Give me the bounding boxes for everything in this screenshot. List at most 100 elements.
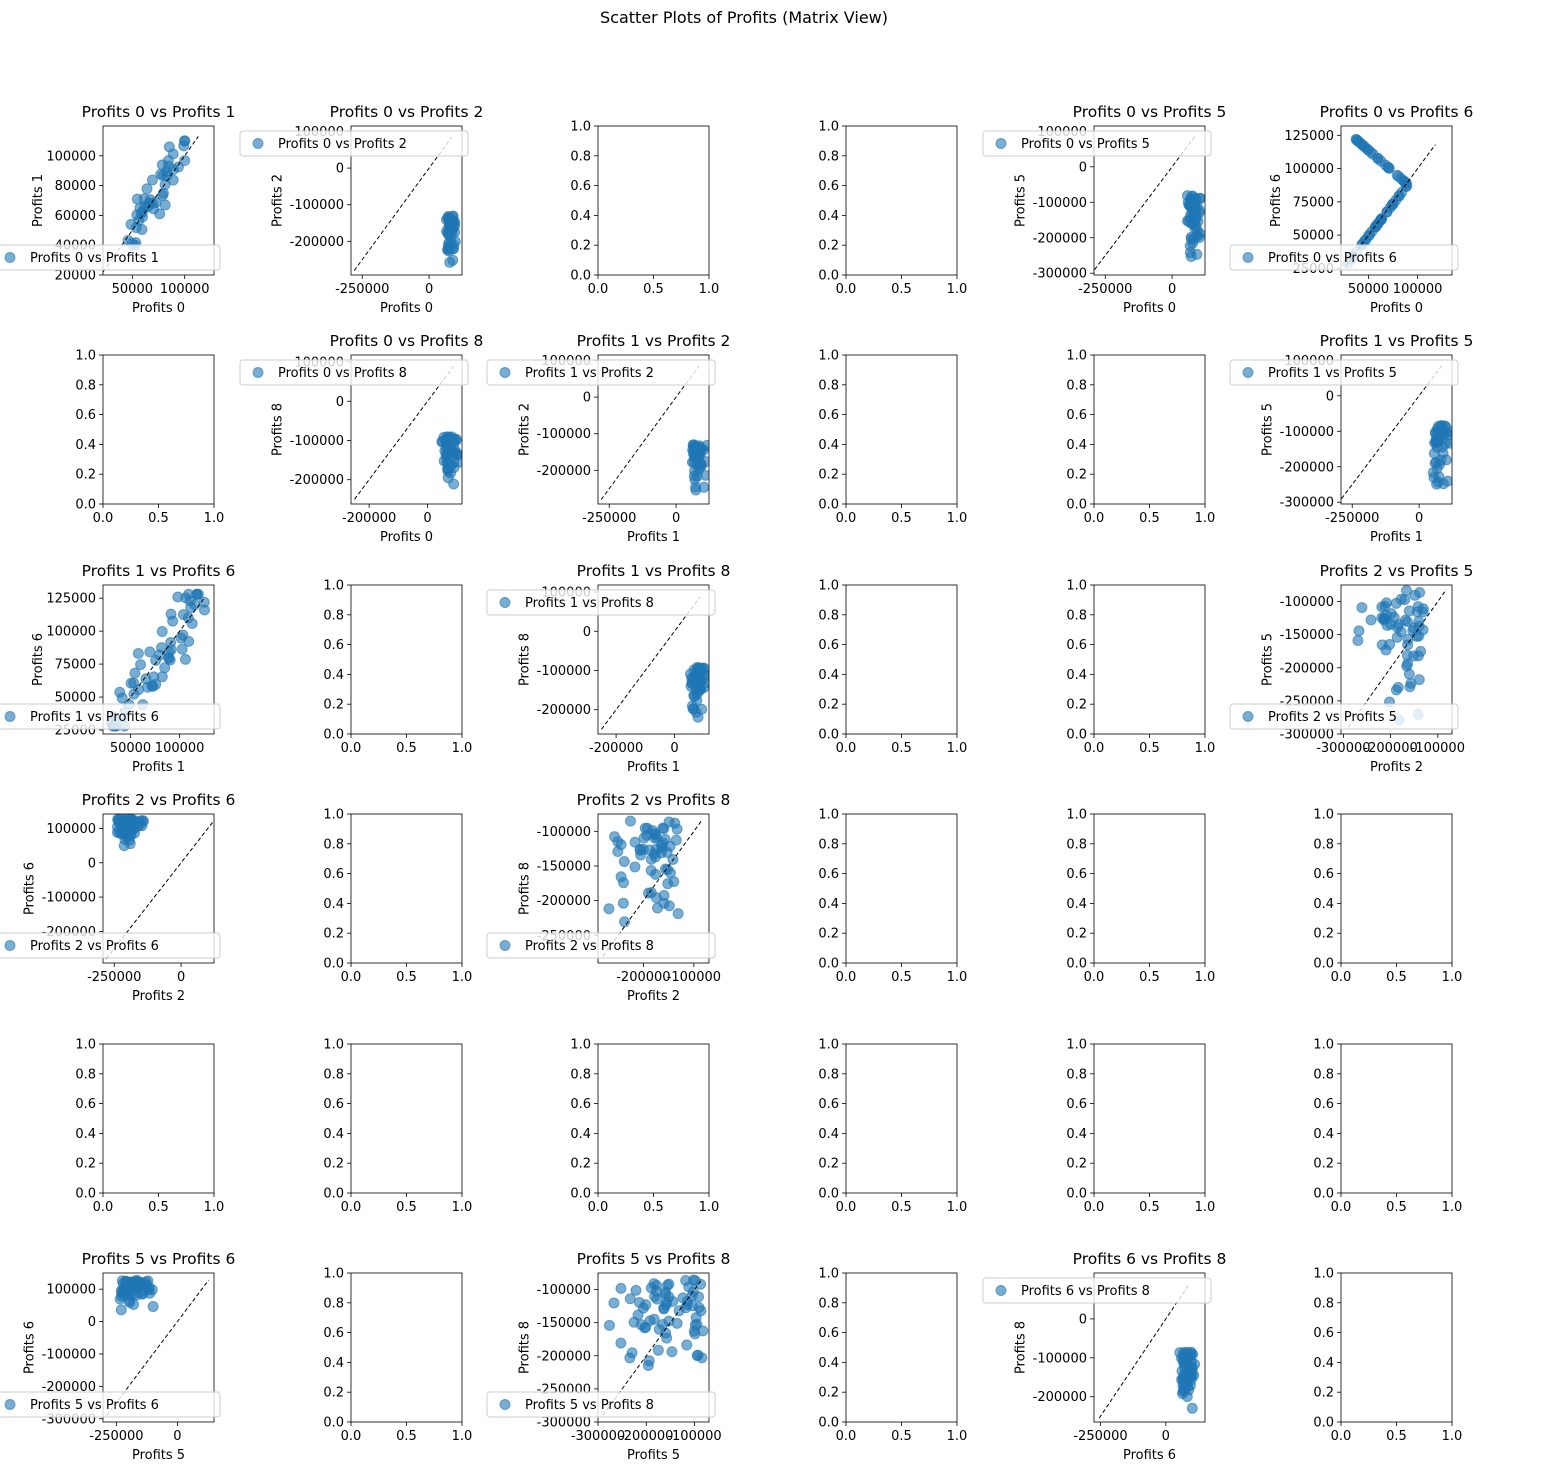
y-tick-label: 0.4 (570, 209, 591, 224)
scatter-point (1380, 597, 1392, 609)
scatter-point (1433, 427, 1445, 439)
scatter-point (1390, 684, 1402, 696)
scatter-point (198, 596, 210, 608)
x-tick-label: -300000 (571, 1429, 625, 1444)
scatter-point (1413, 674, 1425, 686)
scatter-point (146, 174, 158, 186)
subplot-panel: 0.0 0.5 1.0 0.0 0.2 0.4 0.6 0.8 1.0 (818, 120, 967, 298)
y-tick-label: 0.0 (818, 269, 839, 284)
legend: Profits 2 vs Profits 8 (486, 932, 716, 959)
scatter-point (695, 1305, 707, 1317)
legend-label: Profits 1 vs Profits 5 (1268, 366, 1397, 381)
y-tick-label: 0.6 (323, 1326, 344, 1341)
scatter-point (624, 1293, 636, 1305)
y-tick-label: 0.0 (1066, 1187, 1087, 1202)
x-tick-label: 0.0 (836, 511, 857, 526)
scatter-point (617, 897, 629, 909)
y-tick-label: 0.8 (1066, 608, 1087, 623)
subplot-title: Profits 0 vs Profits 2 (330, 103, 484, 121)
y-tick-label: 0.2 (818, 468, 839, 483)
x-tick-label: 0 (177, 970, 185, 985)
legend-label: Profits 2 vs Profits 8 (525, 939, 654, 954)
legend-marker (1242, 252, 1254, 263)
axes-frame (102, 813, 215, 964)
x-tick-label: 0 (1168, 282, 1176, 297)
plot-contents (1098, 1283, 1201, 1419)
legend: Profits 1 vs Profits 8 (486, 589, 716, 616)
y-tick-label: -200000 (1280, 661, 1334, 676)
axes-frame (1340, 1043, 1453, 1194)
y-tick-label: 0 (583, 391, 591, 406)
scatter-point (1186, 1402, 1198, 1414)
y-tick-label: 125000 (46, 592, 96, 607)
x-tick-label: 0.0 (836, 741, 857, 756)
scatter-point (131, 209, 143, 221)
y-tick-label: 0.4 (818, 1356, 839, 1371)
scatter-point (118, 840, 130, 852)
scatter-point (144, 1287, 156, 1299)
y-tick-label: 0.6 (1313, 1097, 1334, 1112)
scatter-point (141, 183, 153, 195)
y-tick-label: 0.6 (818, 179, 839, 194)
y-tick-label: 1.0 (323, 579, 344, 594)
y-tick-label: 0.0 (1313, 1187, 1334, 1202)
x-tick-label: 1.0 (1442, 1200, 1463, 1215)
scatter-point (183, 588, 195, 600)
y-tick-label: 0.6 (818, 1097, 839, 1112)
subplot-panel: 0.0 0.5 1.0 0.0 0.2 0.4 0.6 0.8 1.0 (818, 1267, 967, 1445)
y-tick-label: 0.6 (1066, 1097, 1087, 1112)
scatter-point (155, 168, 167, 180)
x-tick-label: 1.0 (1442, 970, 1463, 985)
legend-label: Profits 6 vs Profits 8 (1021, 1284, 1150, 1299)
axes-frame (102, 1272, 215, 1423)
y-tick-label: 50000 (55, 691, 96, 706)
y-tick-label: 0.8 (323, 837, 344, 852)
legend-label: Profits 2 vs Profits 6 (30, 939, 159, 954)
x-tick-label: -300000 (1316, 741, 1370, 756)
subplot-panel: -200000-100000-250000-200000-150000-1000… (486, 791, 730, 1004)
y-tick-label: 0.8 (1066, 837, 1087, 852)
scatter-point (670, 834, 682, 846)
scatter-point (690, 443, 702, 455)
plot-area (106, 1274, 210, 1416)
axes-frame (597, 584, 710, 735)
y-tick-label: 0.0 (323, 728, 344, 743)
scatter-point (615, 1337, 627, 1349)
x-tick-label: -250000 (1078, 282, 1132, 297)
subplot-panel: 0.0 0.5 1.0 0.0 0.2 0.4 0.6 0.8 1.0 (818, 349, 967, 527)
scatter-point (1356, 602, 1368, 614)
x-tick-label: 0.0 (341, 741, 362, 756)
y-tick-label: 0.0 (1313, 957, 1334, 972)
y-axis-label: Profits 5 (1261, 633, 1276, 686)
axes-frame (1340, 813, 1453, 964)
scatter-point (1432, 476, 1444, 488)
axes-frame (1093, 125, 1206, 276)
y-axis-label: Profits 2 (518, 403, 533, 456)
scatter-point (176, 643, 188, 655)
plot-contents (602, 1274, 709, 1416)
y-tick-label: 0.4 (323, 1356, 344, 1371)
y-axis-label: Profits 8 (271, 403, 286, 456)
axes-frame (1093, 1043, 1206, 1194)
scatter-point (1381, 619, 1393, 631)
legend-marker (499, 367, 511, 378)
legend-label: Profits 0 vs Profits 8 (278, 366, 407, 381)
axes-frame (845, 813, 958, 964)
legend-box (0, 703, 221, 730)
scatter-point (1435, 454, 1447, 466)
y-tick-label: 0.6 (570, 179, 591, 194)
scatter-point (1362, 144, 1374, 156)
plot-contents (354, 366, 462, 500)
x-axis-label: Profits 0 (1370, 301, 1423, 316)
axes-frame (350, 354, 463, 505)
x-tick-label: 0.5 (891, 282, 912, 297)
y-tick-label: -100000 (537, 825, 591, 840)
scatter-point (608, 1297, 620, 1309)
x-tick-label: 0.0 (588, 1200, 609, 1215)
scatter-point (690, 484, 702, 496)
plot-contents (1341, 364, 1452, 499)
x-tick-label: 0.0 (341, 1200, 362, 1215)
x-tick-label: 0.0 (93, 1200, 114, 1215)
axes-frame (102, 584, 215, 735)
scatter-point (672, 908, 684, 920)
